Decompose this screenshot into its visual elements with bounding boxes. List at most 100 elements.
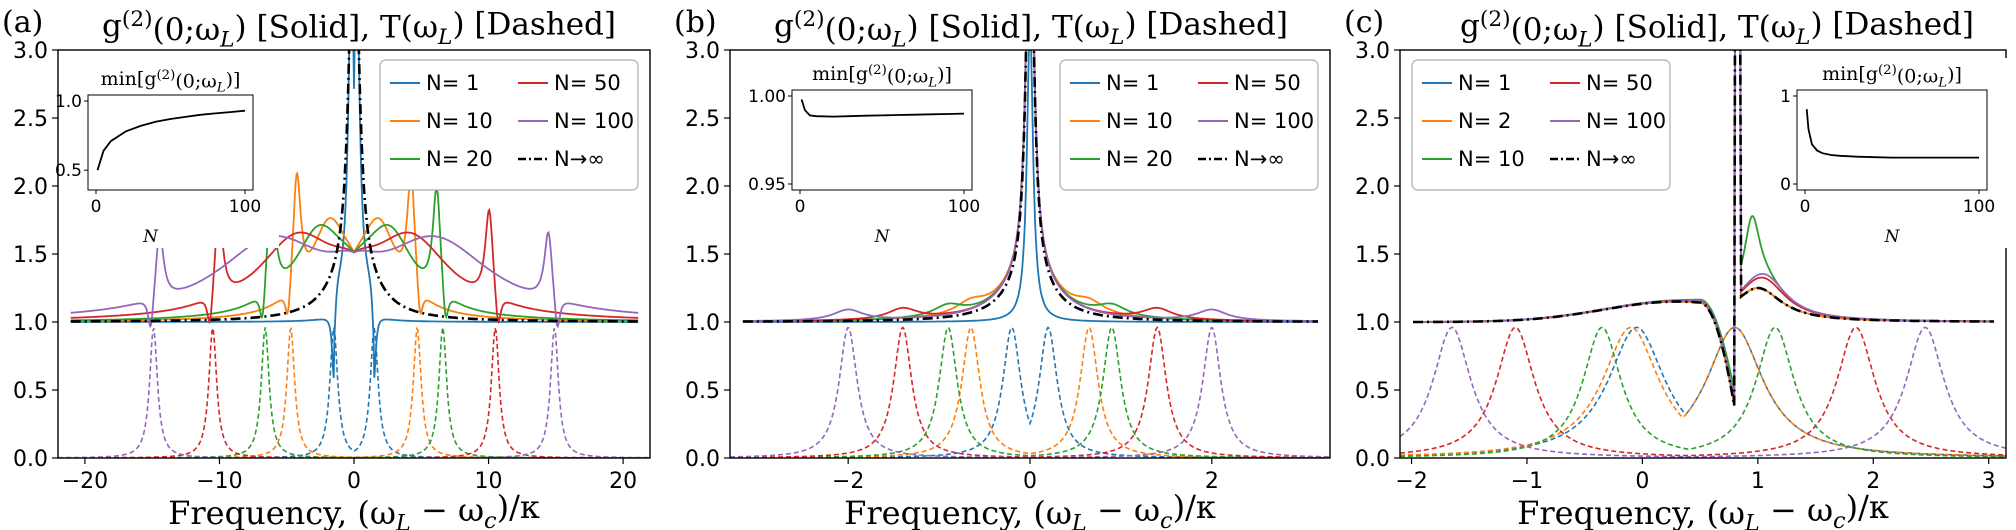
x-tick-label: −2 bbox=[832, 469, 864, 494]
legend-label: N= 50 bbox=[1586, 71, 1653, 95]
x-tick-label: 20 bbox=[609, 469, 637, 494]
y-tick-label: 0.0 bbox=[1355, 447, 1390, 472]
inset-y-tick-label: 0.95 bbox=[748, 175, 786, 195]
g2-N100 bbox=[742, 50, 1318, 322]
y-tick-label: 1.0 bbox=[685, 311, 720, 336]
y-tick-label: 1.5 bbox=[13, 243, 48, 268]
y-tick-label: 0.0 bbox=[13, 447, 48, 472]
inset-y-tick-label: 1.00 bbox=[748, 87, 786, 107]
legend: N= 1 N= 2 N= 10 N= 50 N= 100 N→∞ bbox=[1411, 59, 1671, 191]
g2-N-infinity bbox=[742, 50, 1318, 323]
transmission-N100 bbox=[58, 327, 650, 458]
inset-title: min[g(2)​(0;ωL​)] bbox=[812, 63, 952, 91]
x-tick-label: 1 bbox=[1751, 469, 1765, 494]
data-layer bbox=[1400, 50, 2006, 458]
transmission-N1 bbox=[730, 326, 1330, 458]
inset-y-tick-label: 1 bbox=[1780, 87, 1791, 107]
y-tick-label: 0.0 bbox=[685, 447, 720, 472]
panel-label: (c) bbox=[1344, 5, 1384, 40]
y-tick-label: 2.5 bbox=[685, 107, 720, 132]
x-tick-label: −20 bbox=[62, 469, 108, 494]
legend: N= 1 N= 10 N= 20 N= 50 N= 100 N→∞ bbox=[1059, 59, 1319, 191]
inset-curve bbox=[1805, 109, 1979, 159]
panel-2: (b) g(2)​(0;ωL​) [Solid], T(ωL​) [Dashed]… bbox=[674, 5, 1331, 530]
x-axis-label: Frequency, (ωL​ − ωc​)/κ bbox=[168, 488, 540, 530]
y-tick-label: 2.0 bbox=[685, 175, 720, 200]
inset: min[g(2)​(0;ωL​)] 0.5 1.0 0 100 N bbox=[55, 63, 279, 248]
x-tick-label: 10 bbox=[475, 469, 503, 494]
transmission-N50 bbox=[1400, 326, 2006, 457]
g2-N100 bbox=[70, 230, 639, 329]
transmission-N100 bbox=[1400, 326, 2006, 458]
legend-label: N= 1 bbox=[1106, 71, 1159, 95]
y-tick-label: 1.5 bbox=[685, 243, 720, 268]
x-tick-label: 0 bbox=[1635, 469, 1649, 494]
inset-bg bbox=[84, 63, 279, 248]
y-tick-label: 3.0 bbox=[1355, 39, 1390, 64]
panel-label: (a) bbox=[2, 5, 43, 40]
x-axis-label: Frequency, (ωL​ − ωc​)/κ bbox=[1517, 488, 1889, 530]
g2-N-infinity bbox=[1413, 50, 1994, 406]
transmission-N10 bbox=[730, 326, 1330, 458]
legend-box bbox=[1059, 59, 1319, 191]
x-axis-label: Frequency, (ωL​ − ωc​)/κ bbox=[844, 488, 1216, 530]
legend-label: N= 20 bbox=[1106, 147, 1173, 171]
transmission-N10 bbox=[1400, 326, 2006, 458]
legend-label: N→∞ bbox=[1234, 147, 1285, 171]
panel-3: (c) g(2)​(0;ωL​) [Solid], T(ωL​) [Dashed]… bbox=[1344, 5, 2013, 530]
x-tick-label: −2 bbox=[1395, 469, 1427, 494]
inset-x-tick-label: 100 bbox=[948, 197, 980, 217]
y-tick-label: 1.0 bbox=[1355, 311, 1390, 336]
x-tick-label: −1 bbox=[1511, 469, 1543, 494]
inset-x-label: N bbox=[142, 227, 159, 247]
inset-x-label: N bbox=[874, 227, 891, 247]
y-tick-label: 0.5 bbox=[685, 379, 720, 404]
inset-title: min[g(2)​(0;ωL​)] bbox=[1822, 63, 1962, 91]
panel-title: g(2)​(0;ωL​) [Solid], T(ωL​) [Dashed] bbox=[102, 7, 616, 53]
inset: min[g(2)​(0;ωL​)] 0.95 1.00 0 100 N bbox=[748, 58, 998, 248]
legend-label: N= 100 bbox=[1234, 109, 1314, 133]
legend-label: N= 20 bbox=[426, 147, 493, 171]
y-tick-label: 2.5 bbox=[13, 107, 48, 132]
y-tick-label: 0.5 bbox=[1355, 379, 1390, 404]
y-tick-label: 1.0 bbox=[13, 311, 48, 336]
y-tick-label: 2.0 bbox=[13, 175, 48, 200]
inset-x-label: N bbox=[1884, 227, 1901, 247]
legend-label: N= 1 bbox=[426, 71, 479, 95]
x-tick-label: 0 bbox=[347, 469, 361, 494]
data-layer bbox=[730, 50, 1330, 458]
inset-y-tick-label: 0 bbox=[1780, 175, 1791, 195]
g2-N-infinity bbox=[70, 50, 639, 323]
transmission-N100 bbox=[730, 326, 1330, 458]
legend-label: N= 2 bbox=[1458, 109, 1511, 133]
inset-frame bbox=[791, 89, 973, 191]
x-tick-label: 3 bbox=[1982, 469, 1996, 494]
transmission-N20 bbox=[730, 326, 1330, 458]
x-tick-label: 2 bbox=[1205, 469, 1219, 494]
legend-label: N→∞ bbox=[554, 147, 605, 171]
inset-x-tick-label: 100 bbox=[1963, 197, 1995, 217]
inset-x-tick-label: 0 bbox=[795, 197, 806, 217]
inset-x-tick-label: 0 bbox=[1800, 197, 1811, 217]
panel-1: (a) g(2)​(0;ωL​) [Solid], T(ωL​) [Dashed]… bbox=[2, 5, 651, 530]
inset-title: min[g(2)​(0;ωL​)] bbox=[101, 68, 241, 96]
inset: min[g(2)​(0;ωL​)] 0 1 0 100 N bbox=[1780, 58, 2013, 248]
inset-y-tick-label: 0.5 bbox=[55, 161, 82, 181]
legend-label: N= 10 bbox=[1106, 109, 1173, 133]
panel-title: g(2)​(0;ωL​) [Solid], T(ωL​) [Dashed] bbox=[1460, 7, 1974, 53]
y-tick-label: 1.5 bbox=[1355, 243, 1390, 268]
transmission-N50 bbox=[730, 326, 1330, 458]
legend-box bbox=[1411, 59, 1671, 191]
legend: N= 1 N= 10 N= 20 N= 50 N= 100 N→∞ bbox=[379, 59, 639, 191]
inset-y-tick-label: 1.0 bbox=[55, 92, 82, 112]
panel-label: (b) bbox=[674, 5, 717, 40]
panel-title: g(2)​(0;ωL​) [Solid], T(ωL​) [Dashed] bbox=[774, 7, 1288, 53]
y-tick-label: 2.5 bbox=[1355, 107, 1390, 132]
inset-curve bbox=[96, 109, 246, 171]
transmission-N20 bbox=[58, 327, 650, 458]
legend-label: N→∞ bbox=[1586, 147, 1637, 171]
x-tick-label: 2 bbox=[1866, 469, 1880, 494]
inset-x-tick-label: 0 bbox=[91, 197, 102, 217]
inset-curve bbox=[800, 99, 965, 118]
